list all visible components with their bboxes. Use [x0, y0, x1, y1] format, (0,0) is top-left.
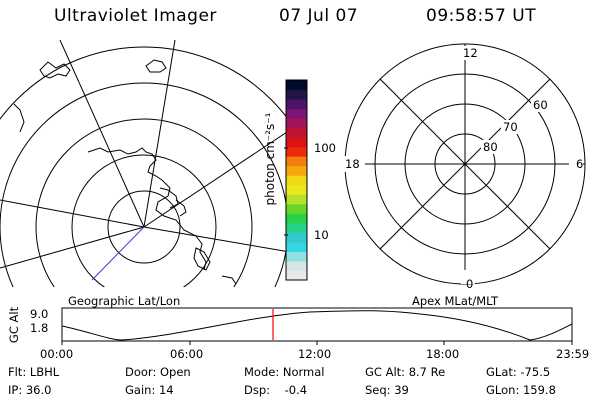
filter-value: Flt: LBHL: [8, 365, 60, 379]
colorbar-cell: [286, 146, 307, 157]
time-tick-1800: 18:00: [426, 347, 460, 361]
altitude-ytick-9: 9.0: [30, 307, 49, 321]
colorbar-cells: [286, 80, 307, 281]
colorbar-cell: [286, 108, 307, 119]
ip-value: IP: 36.0: [8, 383, 52, 397]
mode-value: Mode: Normal: [244, 365, 325, 379]
colorbar-cell: [286, 80, 307, 91]
mlt-label-6: 6: [576, 157, 584, 171]
colorbar-cell: [286, 260, 307, 271]
altitude-ytick-1-8: 1.8: [30, 321, 49, 335]
observation-date: 07 Jul 07: [279, 6, 359, 26]
altitude-plot-frame: [61, 307, 573, 342]
mlat-label-80: 80: [483, 140, 498, 154]
colorbar-cell: [286, 203, 307, 214]
colorbar-cell: [286, 232, 307, 243]
time-tick-1200: 12:00: [298, 347, 332, 361]
gc-altitude-value: GC Alt: 8.7 Re: [365, 365, 446, 379]
mlt-label-12: 12: [463, 46, 478, 60]
colorbar-cell: [286, 184, 307, 195]
colorbar-cell: [286, 270, 307, 281]
sequence-value: Seq: 39: [365, 383, 409, 397]
observation-time: 09:58:57 UT: [426, 6, 537, 26]
colorbar-cell: [286, 156, 307, 167]
altitude-strip-plot: [61, 307, 573, 345]
colorbar-cell: [286, 165, 307, 176]
colorbar-cell: [286, 241, 307, 252]
time-tick-0600: 06:00: [170, 347, 204, 361]
colorbar-cell: [286, 118, 307, 129]
left-panel-label: Geographic Lat/Lon: [68, 294, 181, 308]
dsp-value: Dsp: -0.4: [244, 383, 308, 397]
satellite-track-line: [91, 226, 145, 281]
geographic-latitude-value: GLat: -75.5: [486, 365, 551, 379]
altitude-ylabel: GC Alt: [7, 306, 21, 344]
colorbar-tick-label-100: 100: [314, 141, 336, 155]
colorbar-legend: [284, 79, 308, 281]
colorbar-cell: [286, 99, 307, 110]
time-tick-2359: 23:59: [556, 347, 590, 361]
longitude-lines: [0, 40, 290, 269]
colorbar-cell: [286, 137, 307, 148]
colorbar-cell: [286, 127, 307, 138]
door-status: Door: Open: [125, 365, 191, 379]
geographic-map: [0, 40, 290, 287]
mlat-label-60: 60: [533, 98, 548, 112]
magnetic-polar-grid: [343, 43, 586, 285]
colorbar-cell: [286, 175, 307, 186]
altitude-curve: [61, 310, 573, 341]
latitude-circles: [0, 46, 290, 287]
mlat-label-70: 70: [503, 120, 518, 134]
gain-value: Gain: 14: [125, 383, 174, 397]
colorbar-cell: [286, 89, 307, 100]
colorbar-cell: [286, 213, 307, 224]
colorbar-cell: [286, 222, 307, 233]
colorbar-cell: [286, 251, 307, 262]
app-title: Ultraviolet Imager: [54, 6, 217, 26]
colorbar-unit-label: photon cm⁻²s⁻¹: [263, 112, 277, 206]
coastline-outline: [13, 59, 237, 285]
time-tick-0000: 00:00: [40, 347, 74, 361]
right-panel-label: Apex MLat/MLT: [412, 294, 499, 308]
colorbar-frame: [285, 79, 308, 281]
mlt-label-18: 18: [345, 157, 360, 171]
mlt-label-0: 0: [466, 277, 474, 291]
geographic-longitude-value: GLon: 159.8: [486, 383, 556, 397]
colorbar-tick-label-10: 10: [314, 228, 329, 242]
colorbar-cell: [286, 194, 307, 205]
